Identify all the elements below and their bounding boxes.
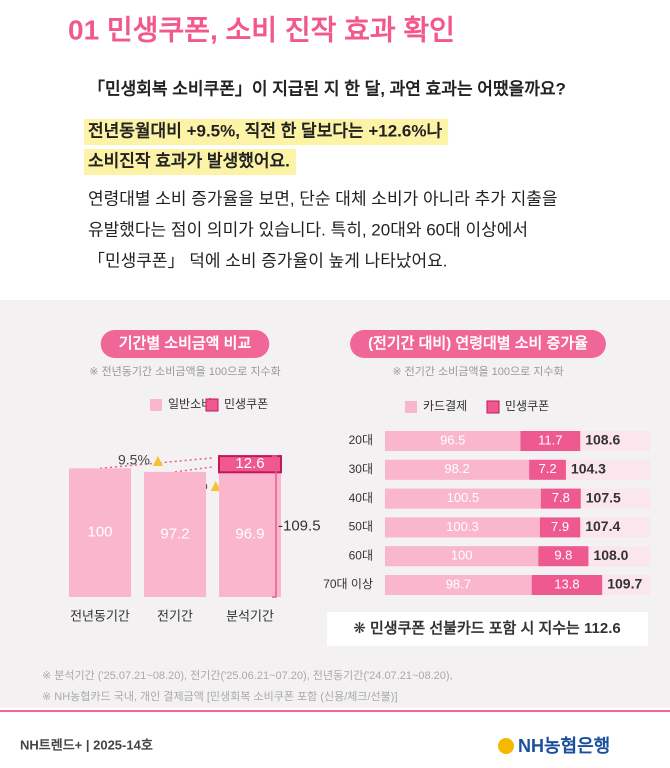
footnote: ※ 분석기간 ('25.07.21~08.20), 전기간('25.06.21~… xyxy=(42,669,453,682)
total-label: 108.6 xyxy=(585,432,620,448)
value-label: 98.2 xyxy=(444,461,469,476)
value-label: 100 xyxy=(451,548,473,563)
value-label: 7.2 xyxy=(538,461,556,476)
value-label: 13.8 xyxy=(554,576,579,591)
y-tick-label: 40대 xyxy=(349,491,373,505)
x-tick-label: 전년동기간 xyxy=(70,608,130,623)
bar xyxy=(539,517,581,538)
bar xyxy=(144,471,206,597)
chart-title: 기간별 소비금액 비교 xyxy=(119,334,252,352)
value-label: 11.7 xyxy=(538,432,562,447)
legend-swatch xyxy=(405,401,417,413)
bar xyxy=(529,459,566,480)
callout: ❋ 민생쿠폰 선불카드 포함 시 지수는 112.6 xyxy=(353,620,620,637)
bar xyxy=(520,431,581,451)
body-text: 유발했다는 점이 의미가 있습니다. 특히, 20대와 60대 이상에서 xyxy=(88,220,528,239)
y-tick-label: 70대 이상 xyxy=(323,577,373,591)
bar xyxy=(385,517,540,538)
y-tick-label: 30대 xyxy=(349,462,373,476)
legend-label: 민생쿠폰 xyxy=(224,397,268,411)
value-label: 96.5 xyxy=(440,432,465,447)
chart-subtitle: ※ 전년동기간 소비금액을 100으로 지수화 xyxy=(89,365,281,378)
value-label: 100.3 xyxy=(446,519,479,534)
y-tick-label: 60대 xyxy=(349,548,373,562)
bar xyxy=(385,575,532,595)
highlight-bg xyxy=(84,149,296,175)
highlight-text: 소비진작 효과가 발생했어요. xyxy=(88,150,290,170)
x-tick-label: 전기간 xyxy=(157,608,193,623)
bar xyxy=(219,472,281,597)
value-label: 12.6 xyxy=(235,455,264,472)
total-label: 108.0 xyxy=(593,547,628,563)
legend-label: 민생쿠폰 xyxy=(505,399,549,413)
value-label: 100.5 xyxy=(447,490,480,505)
value-label: 96.9 xyxy=(235,526,264,543)
chart-title: (전기간 대비) 연령대별 소비 증가율 xyxy=(368,334,588,352)
value-label: 97.2 xyxy=(160,525,189,542)
highlight-bg xyxy=(84,119,449,145)
logo-icon xyxy=(498,738,514,754)
annotation: 9.5% xyxy=(118,452,150,468)
bar xyxy=(385,546,539,567)
bar xyxy=(385,459,530,480)
bar xyxy=(540,488,581,509)
body-text: 「민생쿠폰」 덕에 소비 증가율이 높게 나타났어요. xyxy=(88,251,448,270)
total-label: 107.5 xyxy=(586,489,621,505)
x-tick-label: 분석기간 xyxy=(226,608,274,623)
total-label: 104.3 xyxy=(571,461,606,477)
value-label: 7.8 xyxy=(552,490,570,505)
chart-title-bg xyxy=(350,330,606,358)
bar xyxy=(531,575,603,595)
legend-label: 카드결제 xyxy=(423,399,467,413)
legend-swatch xyxy=(205,398,219,412)
annotation-icon xyxy=(152,456,163,466)
total-label: -109.5 xyxy=(278,518,321,535)
y-tick-label: 50대 xyxy=(349,520,373,534)
chart-subtitle: ※ 전기간 소비금액을 100으로 지수화 xyxy=(392,365,563,378)
bar xyxy=(385,488,541,509)
bar xyxy=(385,431,521,451)
annotation-icon xyxy=(210,481,221,491)
footer-logo: NH농협은행 xyxy=(518,735,610,756)
value-label: 100 xyxy=(87,524,112,541)
title: 01 민생쿠폰, 소비 진작 효과 확인 xyxy=(68,14,455,45)
total-bracket xyxy=(272,455,277,598)
value-label: 7.9 xyxy=(551,519,569,534)
legend-label: 일반소비 xyxy=(168,397,212,411)
footnote: ※ NH농협카드 국내, 개인 결제금액 [민생회복 소비쿠폰 포함 (신용/체… xyxy=(42,690,398,703)
body-text: 연령대별 소비 증가율을 보면, 단순 대체 소비가 아니라 추가 지출을 xyxy=(88,189,558,208)
value-label: 98.7 xyxy=(446,576,471,591)
bar xyxy=(69,468,131,597)
total-label: 107.4 xyxy=(585,518,620,534)
y-tick-label: 20대 xyxy=(349,433,373,447)
bar xyxy=(538,546,589,567)
intro: 「민생회복 소비쿠폰」이 지급된 지 한 달, 과연 효과는 어땠을까요? xyxy=(88,78,566,98)
legend-swatch xyxy=(486,400,500,414)
value-label: 9.8 xyxy=(554,548,572,563)
legend-swatch xyxy=(150,399,162,411)
callout-box xyxy=(327,612,648,646)
footer-issue: NH트렌드+ | 2025-14호 xyxy=(20,737,153,752)
bar xyxy=(218,455,282,474)
arrow xyxy=(174,466,213,473)
chart-title-bg xyxy=(100,330,270,358)
highlight-text: 전년동월대비 +9.5%, 직전 한 달보다는 +12.6%나 xyxy=(88,120,442,140)
total-label: 109.7 xyxy=(607,576,642,592)
